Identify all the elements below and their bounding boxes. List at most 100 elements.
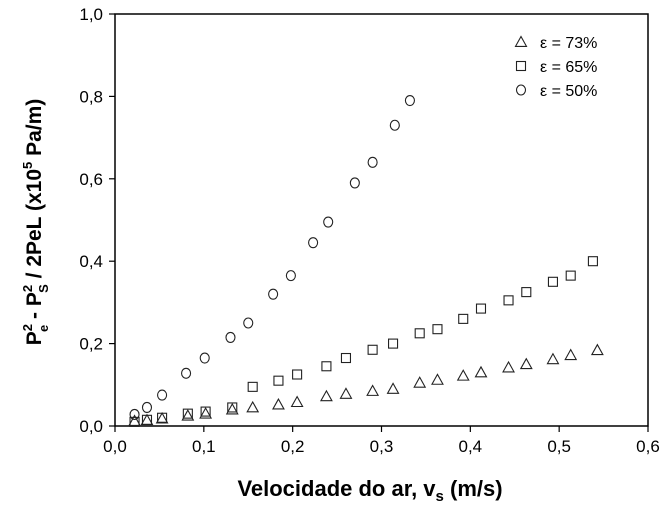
data-point-triangle (319, 389, 333, 402)
data-point-triangle (564, 348, 578, 361)
data-point-circle (349, 177, 360, 189)
x-tick-label: 0,6 (636, 437, 660, 456)
data-point-triangle (413, 376, 427, 388)
data-point-circle (404, 94, 415, 107)
y-axis-title: P2e - P2S / 2PeL (x105 Pa/m) (20, 99, 51, 346)
y-axis-title-sup2: 2 (20, 324, 35, 331)
data-point-square (182, 408, 193, 419)
y-axis-title-sup5: 5 (20, 162, 35, 169)
y-axis-title-minus-p: - P (23, 292, 46, 325)
y-tick-label: 0,4 (79, 252, 103, 271)
y-tick-label: 0,8 (79, 87, 103, 106)
x-tick-label: 0,3 (370, 437, 394, 456)
data-point-square (387, 338, 399, 349)
data-point-circle (323, 216, 334, 228)
data-point-circle (199, 352, 210, 364)
data-point-square (475, 303, 487, 314)
data-point-circle (141, 401, 153, 414)
x-tick-label: 0,0 (103, 437, 127, 456)
data-point-circle (367, 156, 378, 168)
data-point-square (587, 256, 598, 267)
data-point-triangle (246, 400, 260, 413)
legend-marker-circle (515, 84, 527, 96)
legend: ε = 73% ε = 65% ε = 50% (514, 35, 597, 100)
data-point-square (432, 324, 443, 335)
data-point-square (521, 287, 532, 298)
data-point-triangle (225, 402, 239, 415)
legend-label: ε = 73% (540, 35, 597, 52)
series-triangle (128, 343, 604, 427)
y-tick-label: 0,6 (79, 170, 103, 189)
y-tick-label: 0,0 (79, 417, 103, 436)
series-circle (129, 94, 415, 421)
data-point-circle (129, 408, 140, 421)
data-point-square (157, 412, 168, 423)
y-axis-title-p2: P (23, 292, 46, 306)
y-axis-title-minus: - (23, 306, 46, 325)
data-point-square (227, 402, 238, 413)
data-point-triangle (590, 343, 604, 356)
data-point-square (273, 375, 284, 386)
data-point-square (414, 328, 425, 339)
data-point-triangle (290, 395, 304, 408)
y-axis-title-sub-e: e (36, 325, 51, 332)
y-axis-title-p: P (23, 331, 46, 345)
data-point-circle (225, 331, 236, 343)
y-axis-title-end: Pa/m) (23, 99, 46, 162)
data-point-square (321, 361, 332, 372)
data-point-triangle (199, 407, 213, 419)
data-point-circle (285, 270, 296, 282)
axis-ticks (109, 13, 649, 432)
y-axis-title-sub-s: S (36, 284, 51, 293)
legend-label: ε = 50% (540, 83, 597, 100)
x-tick-label: 0,2 (281, 437, 305, 456)
data-points (128, 94, 604, 427)
data-point-triangle (519, 357, 533, 370)
series-square (129, 256, 598, 427)
y-tick-label: 0,2 (79, 335, 103, 354)
x-axis-title-suffix: (m/s) (444, 476, 503, 501)
data-point-triangle (155, 411, 169, 424)
data-point-square (565, 270, 576, 281)
data-point-circle (308, 237, 319, 249)
legend-label: ε = 65% (540, 59, 597, 76)
data-point-square (547, 276, 558, 287)
data-point-triangle (366, 384, 380, 396)
x-axis-title: Velocidade do ar, vs (m/s) (237, 476, 502, 505)
data-point-circle (181, 367, 192, 379)
data-point-triangle (339, 387, 353, 399)
data-point-triangle (546, 352, 560, 365)
y-axis-title-mid: / 2PeL (x10 (23, 169, 46, 284)
data-point-triangle (272, 397, 285, 410)
data-point-square (503, 295, 514, 306)
x-axis-title-subscript: s (436, 488, 444, 505)
legend-marker-triangle (514, 35, 528, 47)
y-axis-title-sup2-b: 2 (20, 285, 35, 292)
data-point-square (340, 352, 352, 364)
axis-tick-labels: 0,0 0,1 0,2 0,3 0,4 0,5 0,6 0,0 0,2 0,4 0,6 0,8 1,0 (79, 5, 659, 456)
data-point-triangle (502, 360, 515, 373)
x-tick-label: 0,4 (459, 437, 483, 456)
data-point-triangle (456, 369, 470, 381)
data-point-triangle (431, 373, 444, 385)
data-point-triangle (386, 382, 400, 394)
data-point-square (458, 313, 469, 324)
data-point-square (200, 406, 211, 417)
data-point-triangle (140, 413, 154, 426)
data-point-circle (389, 119, 400, 131)
data-point-triangle (128, 414, 141, 427)
x-axis-title-main: Velocidade do ar, v (237, 476, 436, 501)
data-point-circle (268, 288, 279, 300)
data-point-square (141, 414, 153, 425)
data-point-circle (157, 389, 168, 401)
data-point-square (367, 344, 378, 355)
data-point-circle (243, 317, 254, 329)
x-tick-label: 0,5 (547, 437, 571, 456)
data-point-triangle (181, 409, 195, 421)
legend-marker-square (515, 60, 527, 72)
y-tick-label: 1,0 (79, 5, 103, 24)
data-point-square (292, 369, 303, 380)
data-point-triangle (474, 365, 488, 378)
x-tick-label: 0,1 (192, 437, 216, 456)
